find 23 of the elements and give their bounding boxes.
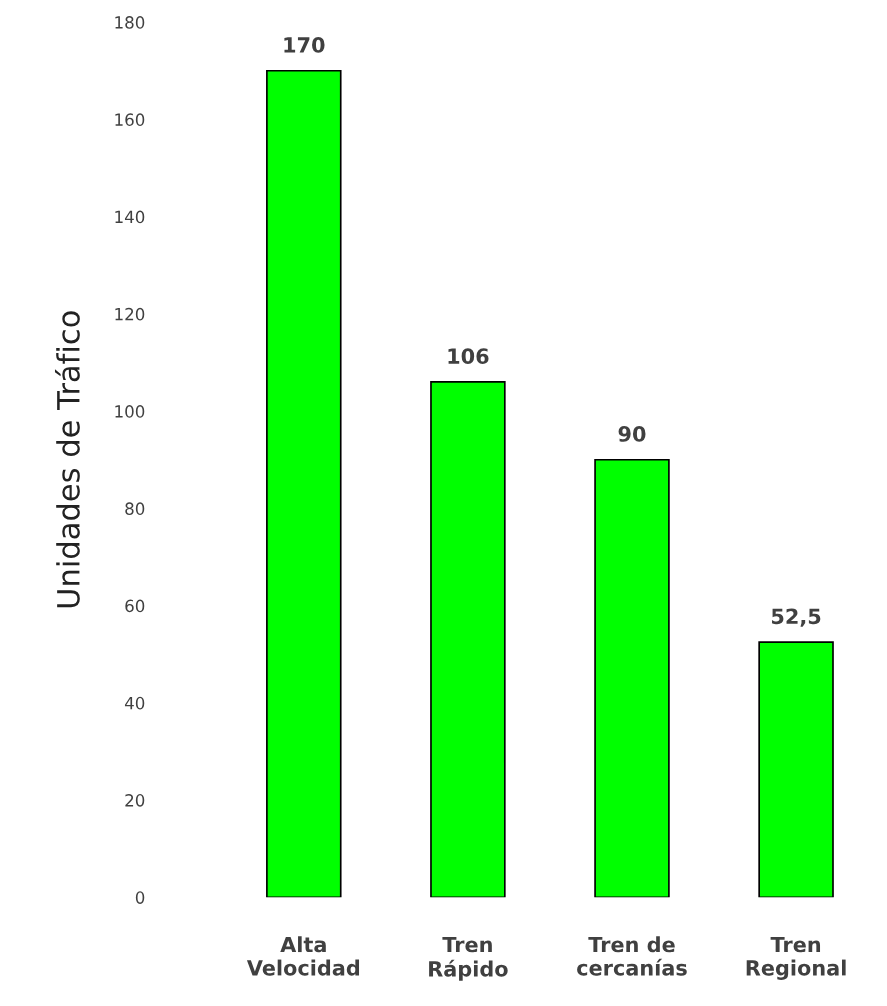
bar: [594, 458, 670, 898]
y-tick-label: 40: [124, 696, 145, 710]
data-label: 106: [448, 348, 489, 365]
y-tick-label: 60: [125, 599, 145, 613]
x-tick-label: Alta Velocidad: [246, 936, 360, 976]
y-axis-title: Unidades de Tráfico: [54, 311, 80, 608]
data-label: 52,5: [771, 608, 821, 627]
x-tick-label: Tren Rápido: [429, 936, 508, 981]
bar: [266, 69, 342, 898]
data-label: 170: [284, 37, 325, 53]
bar: [430, 381, 506, 898]
y-tick-label: 80: [125, 502, 145, 515]
bar: [758, 641, 834, 898]
y-tick-label: 0: [135, 891, 145, 904]
y-tick-label: 180: [115, 16, 145, 29]
x-tick-label: Tren Regional: [746, 936, 846, 980]
y-tick-label: 140: [115, 210, 145, 224]
x-tick-label: Tren de cercanías: [577, 936, 687, 976]
y-tick-label: 100: [115, 405, 145, 418]
y-tick-label: 120: [115, 307, 145, 321]
y-tick-label: 160: [115, 113, 145, 126]
y-tick-label: 20: [125, 794, 145, 807]
data-label: 90: [618, 426, 646, 442]
